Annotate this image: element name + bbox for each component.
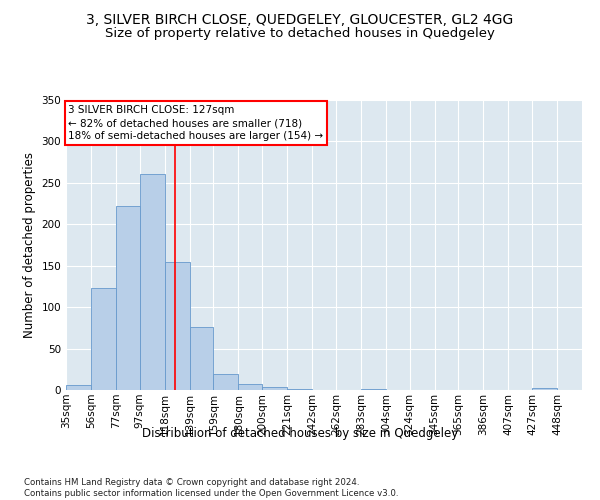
Text: Distribution of detached houses by size in Quedgeley: Distribution of detached houses by size … [142,428,458,440]
Bar [262,386,287,390]
Text: 3 SILVER BIRCH CLOSE: 127sqm
← 82% of detached houses are smaller (718)
18% of s: 3 SILVER BIRCH CLOSE: 127sqm ← 82% of de… [68,105,323,142]
Bar [164,262,190,390]
Bar [238,384,262,390]
Y-axis label: Number of detached properties: Number of detached properties [23,152,36,338]
Bar [91,288,116,390]
Text: Contains HM Land Registry data © Crown copyright and database right 2024.
Contai: Contains HM Land Registry data © Crown c… [24,478,398,498]
Bar [287,389,312,390]
Text: 3, SILVER BIRCH CLOSE, QUEDGELEY, GLOUCESTER, GL2 4GG: 3, SILVER BIRCH CLOSE, QUEDGELEY, GLOUCE… [86,12,514,26]
Bar [140,174,164,390]
Bar [190,327,214,390]
Bar [532,388,557,390]
Bar [214,374,238,390]
Bar [116,206,140,390]
Bar [361,389,386,390]
Bar [66,385,91,390]
Text: Size of property relative to detached houses in Quedgeley: Size of property relative to detached ho… [105,28,495,40]
